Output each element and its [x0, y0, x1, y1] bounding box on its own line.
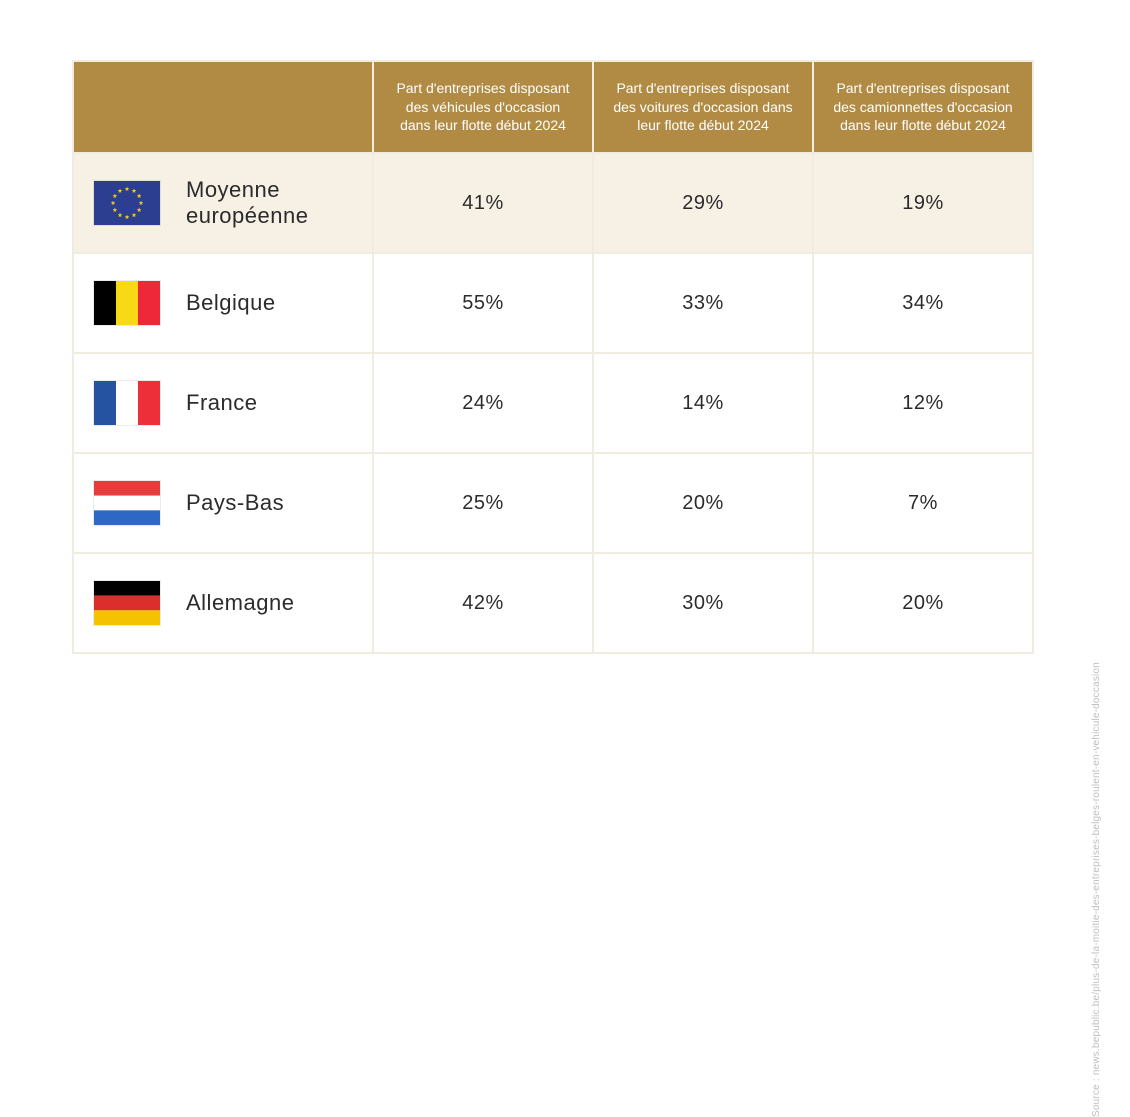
col-header-2: Part d'entreprises disposant des voiture… — [593, 61, 813, 153]
table-row: Belgique 55%33%34% — [73, 253, 1033, 353]
cell-value: 42% — [373, 553, 593, 653]
flag-nl-icon — [94, 481, 160, 525]
row-label: Moyenne européenne — [186, 177, 372, 230]
flag-fr-icon — [94, 381, 160, 425]
row-head: Allemagne — [73, 553, 373, 653]
cell-value: 24% — [373, 353, 593, 453]
cell-value: 33% — [593, 253, 813, 353]
table-row: Moyenne européenne41%29%19% — [73, 153, 1033, 253]
col-header-1: Part d'entreprises disposant des véhicul… — [373, 61, 593, 153]
cell-value: 25% — [373, 453, 593, 553]
table-body: Moyenne européenne41%29%19% Belgique 55%33… — [73, 153, 1033, 653]
col-header-0 — [73, 61, 373, 153]
col-header-3: Part d'entreprises disposant des camionn… — [813, 61, 1033, 153]
cell-value: 30% — [593, 553, 813, 653]
row-label: Pays-Bas — [186, 490, 284, 516]
row-head: Belgique — [73, 253, 373, 353]
row-head: Moyenne européenne — [73, 153, 373, 253]
cell-value: 41% — [373, 153, 593, 253]
flag-eu-icon — [94, 181, 160, 225]
table-header: Part d'entreprises disposant des véhicul… — [73, 61, 1033, 153]
cell-value: 7% — [813, 453, 1033, 553]
source-text: Source : news.bepublic.be/plus-de-la-moi… — [1091, 662, 1102, 1117]
cell-value: 14% — [593, 353, 813, 453]
table-wrapper: Part d'entreprises disposant des véhicul… — [72, 60, 1032, 654]
table-row: Allemagne 42%30%20% — [73, 553, 1033, 653]
table-row: Pays-Bas 25%20%7% — [73, 453, 1033, 553]
table-row: France 24%14%12% — [73, 353, 1033, 453]
cell-value: 20% — [593, 453, 813, 553]
cell-value: 19% — [813, 153, 1033, 253]
fleet-table: Part d'entreprises disposant des véhicul… — [72, 60, 1034, 654]
row-label: France — [186, 390, 257, 416]
row-head: Pays-Bas — [73, 453, 373, 553]
cell-value: 34% — [813, 253, 1033, 353]
cell-value: 29% — [593, 153, 813, 253]
row-head: France — [73, 353, 373, 453]
cell-value: 20% — [813, 553, 1033, 653]
cell-value: 12% — [813, 353, 1033, 453]
row-label: Belgique — [186, 290, 276, 316]
row-label: Allemagne — [186, 590, 294, 616]
flag-be-icon — [94, 281, 160, 325]
cell-value: 55% — [373, 253, 593, 353]
flag-de-icon — [94, 581, 160, 625]
